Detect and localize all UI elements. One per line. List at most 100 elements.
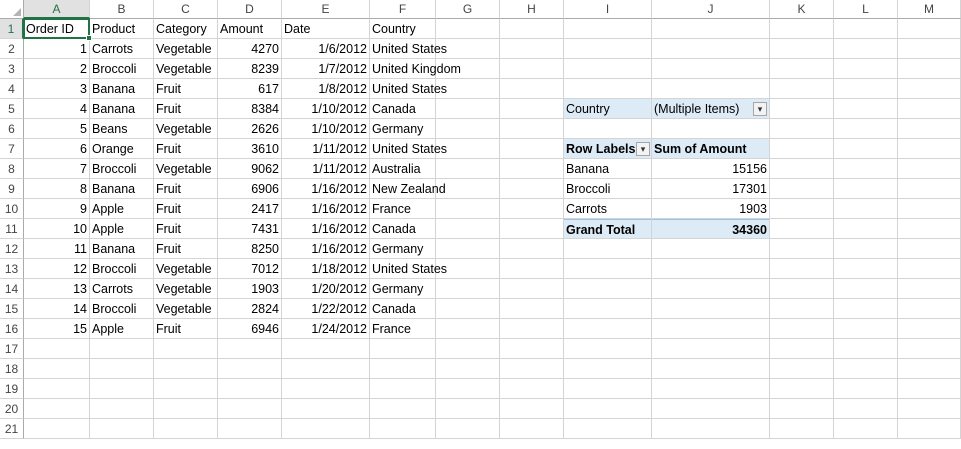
grid-cell[interactable]	[218, 379, 282, 399]
grid-cell[interactable]	[652, 79, 770, 99]
table-cell[interactable]: 1/16/2012	[282, 199, 370, 219]
grid-cell[interactable]	[770, 199, 834, 219]
grid-cell[interactable]	[218, 339, 282, 359]
grid-cell[interactable]	[564, 319, 652, 339]
grid-cell[interactable]	[24, 419, 90, 439]
table-cell[interactable]: 1/24/2012	[282, 319, 370, 339]
grid-cell[interactable]	[652, 239, 770, 259]
grid-cell[interactable]	[898, 99, 961, 119]
grid-cell[interactable]	[652, 419, 770, 439]
row-header-4[interactable]: 4	[0, 79, 24, 99]
grid-cell[interactable]	[652, 19, 770, 39]
column-header-h[interactable]: H	[500, 0, 564, 19]
grid-cell[interactable]	[500, 19, 564, 39]
grid-cell[interactable]	[90, 359, 154, 379]
table-cell[interactable]: United States	[370, 259, 447, 279]
pivot-row-label[interactable]: Banana	[564, 159, 652, 179]
table-cell[interactable]: 8	[24, 179, 90, 199]
row-header-9[interactable]: 9	[0, 179, 24, 199]
grid-cell[interactable]	[834, 419, 898, 439]
pivot-row-label[interactable]: Broccoli	[564, 179, 652, 199]
grid-cell[interactable]	[770, 119, 834, 139]
table-cell[interactable]: 14	[24, 299, 90, 319]
grid-cell[interactable]	[436, 159, 500, 179]
grid-cell[interactable]	[436, 419, 500, 439]
grid-cell[interactable]	[770, 359, 834, 379]
table-cell[interactable]: Fruit	[154, 139, 218, 159]
row-header-3[interactable]: 3	[0, 59, 24, 79]
row-header-19[interactable]: 19	[0, 379, 24, 399]
grid-cell[interactable]	[154, 339, 218, 359]
column-header-f[interactable]: F	[370, 0, 436, 19]
grid-cell[interactable]	[24, 399, 90, 419]
grid-cell[interactable]	[500, 339, 564, 359]
column-header-l[interactable]: L	[834, 0, 898, 19]
row-header-6[interactable]: 6	[0, 119, 24, 139]
grid-cell[interactable]	[500, 39, 564, 59]
grid-cell[interactable]	[834, 359, 898, 379]
row-header-21[interactable]: 21	[0, 419, 24, 439]
grid-cell[interactable]	[564, 279, 652, 299]
table-cell[interactable]: Carrots	[90, 279, 154, 299]
column-header-b[interactable]: B	[90, 0, 154, 19]
grid-cell[interactable]	[898, 399, 961, 419]
row-labels-filter-icon[interactable]: ▾	[636, 142, 650, 156]
grid-cell[interactable]	[370, 339, 436, 359]
table-cell[interactable]: 9	[24, 199, 90, 219]
grid-cell[interactable]	[282, 359, 370, 379]
grid-cell[interactable]	[370, 419, 436, 439]
grid-cell[interactable]	[834, 239, 898, 259]
grid-cell[interactable]	[436, 279, 500, 299]
table-cell[interactable]: 1/8/2012	[282, 79, 370, 99]
table-cell[interactable]: Broccoli	[90, 159, 154, 179]
table-cell[interactable]: United States	[370, 79, 447, 99]
grid-cell[interactable]	[436, 339, 500, 359]
table-header-cell[interactable]: Product	[90, 19, 154, 39]
table-cell[interactable]: 1/18/2012	[282, 259, 370, 279]
table-cell[interactable]: Broccoli	[90, 299, 154, 319]
table-header-cell[interactable]: Order ID	[24, 19, 90, 39]
table-cell[interactable]: Canada	[370, 299, 436, 319]
grid-cell[interactable]	[898, 79, 961, 99]
table-cell[interactable]: Vegetable	[154, 39, 218, 59]
table-header-cell[interactable]: Amount	[218, 19, 282, 39]
row-header-1[interactable]: 1	[0, 19, 24, 39]
grid-cell[interactable]	[218, 359, 282, 379]
grid-cell[interactable]	[898, 299, 961, 319]
table-cell[interactable]: Germany	[370, 279, 436, 299]
grid-cell[interactable]	[24, 359, 90, 379]
table-cell[interactable]: Fruit	[154, 319, 218, 339]
grid-cell[interactable]	[500, 219, 564, 239]
grid-cell[interactable]	[834, 219, 898, 239]
table-cell[interactable]: Broccoli	[90, 59, 154, 79]
grid-cell[interactable]	[898, 239, 961, 259]
column-header-k[interactable]: K	[770, 0, 834, 19]
grid-cell[interactable]	[500, 379, 564, 399]
grid-cell[interactable]	[834, 119, 898, 139]
grid-cell[interactable]	[652, 259, 770, 279]
grid-cell[interactable]	[90, 339, 154, 359]
table-cell[interactable]: Orange	[90, 139, 154, 159]
table-cell[interactable]: 3610	[218, 139, 282, 159]
grid-cell[interactable]	[652, 399, 770, 419]
table-cell[interactable]: Fruit	[154, 239, 218, 259]
pivot-filter-label[interactable]: Country	[564, 99, 652, 119]
grid-cell[interactable]	[770, 239, 834, 259]
table-header-cell[interactable]: Country	[370, 19, 436, 39]
pivot-row-value[interactable]: 15156	[652, 159, 770, 179]
grid-cell[interactable]	[834, 339, 898, 359]
grid-cell[interactable]	[564, 59, 652, 79]
table-cell[interactable]: United States	[370, 39, 447, 59]
grid-cell[interactable]	[770, 399, 834, 419]
grid-cell[interactable]	[90, 399, 154, 419]
grid-cell[interactable]	[898, 359, 961, 379]
table-cell[interactable]: 4	[24, 99, 90, 119]
grid-cell[interactable]	[218, 419, 282, 439]
table-cell[interactable]: 2417	[218, 199, 282, 219]
grid-cell[interactable]	[436, 399, 500, 419]
table-header-cell[interactable]: Category	[154, 19, 218, 39]
grid-cell[interactable]	[834, 139, 898, 159]
grid-cell[interactable]	[834, 399, 898, 419]
grid-cell[interactable]	[898, 59, 961, 79]
fill-handle[interactable]	[86, 35, 92, 41]
